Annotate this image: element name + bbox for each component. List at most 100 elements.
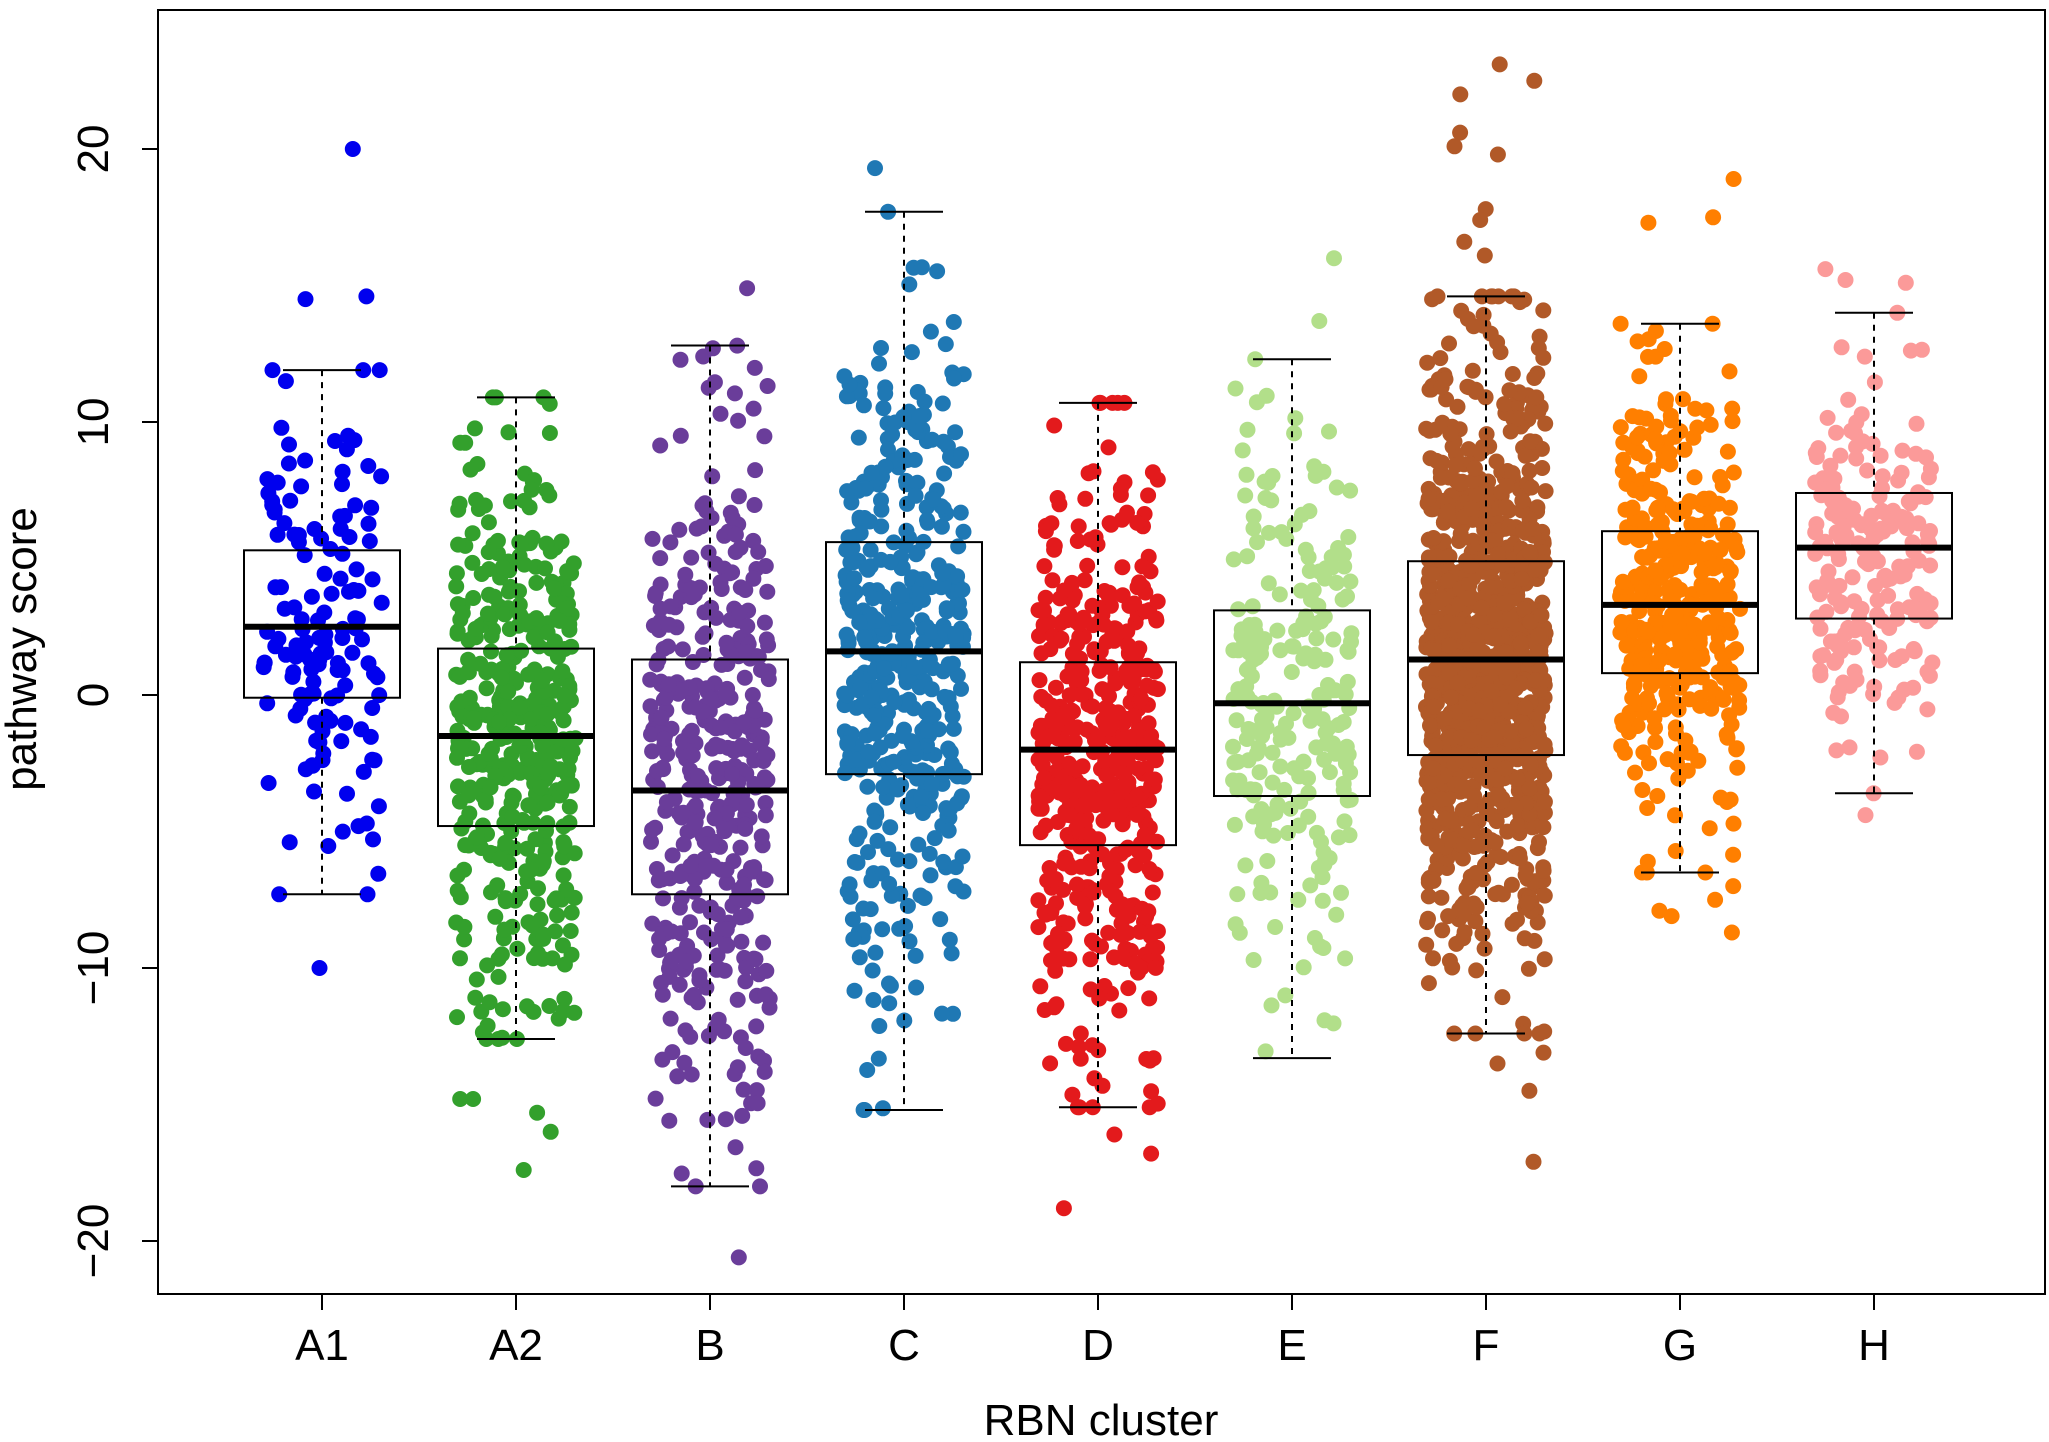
data-point bbox=[534, 737, 551, 754]
data-point bbox=[1240, 752, 1257, 769]
data-point bbox=[1131, 574, 1148, 591]
data-point bbox=[673, 1165, 690, 1182]
data-point bbox=[1724, 643, 1741, 660]
data-point bbox=[874, 1100, 891, 1117]
data-point bbox=[923, 775, 940, 792]
data-point bbox=[893, 587, 910, 604]
data-point bbox=[1290, 817, 1307, 834]
data-point bbox=[642, 698, 659, 715]
outlier-point bbox=[1837, 272, 1854, 288]
x-tick-label: A2 bbox=[489, 1321, 543, 1370]
data-point bbox=[1448, 935, 1465, 952]
outlier-point bbox=[1707, 891, 1724, 908]
data-point bbox=[1846, 593, 1863, 610]
series-B bbox=[642, 280, 778, 1266]
data-point bbox=[1833, 339, 1850, 356]
data-point bbox=[1501, 382, 1518, 399]
y-axis-label: pathway score bbox=[0, 507, 46, 791]
data-point bbox=[273, 579, 289, 596]
data-point bbox=[1120, 980, 1137, 997]
data-point bbox=[1260, 575, 1277, 592]
data-point bbox=[1624, 408, 1641, 425]
data-point bbox=[512, 535, 529, 552]
data-point bbox=[1647, 562, 1664, 579]
data-point bbox=[452, 434, 469, 451]
data-point bbox=[1420, 910, 1436, 927]
data-point bbox=[1048, 996, 1065, 1013]
data-point bbox=[1094, 846, 1111, 863]
data-point bbox=[1463, 500, 1480, 517]
data-point bbox=[371, 362, 388, 379]
data-point bbox=[1419, 354, 1436, 371]
data-point bbox=[1100, 589, 1117, 606]
data-point bbox=[945, 314, 962, 330]
data-point bbox=[1521, 780, 1538, 797]
data-point bbox=[1245, 952, 1262, 968]
data-point bbox=[513, 642, 530, 659]
data-point bbox=[1302, 877, 1319, 894]
outlier-point bbox=[465, 1091, 482, 1107]
data-point bbox=[1125, 708, 1142, 725]
data-point bbox=[1142, 928, 1159, 945]
data-point bbox=[732, 539, 749, 556]
data-point bbox=[1036, 770, 1052, 786]
data-point bbox=[1497, 760, 1514, 777]
data-point bbox=[858, 559, 875, 576]
data-point bbox=[1140, 487, 1157, 504]
data-point bbox=[472, 655, 489, 672]
data-point bbox=[1893, 508, 1910, 525]
data-point bbox=[901, 933, 918, 950]
data-point bbox=[288, 637, 305, 654]
data-point bbox=[731, 604, 748, 621]
data-point bbox=[1337, 950, 1354, 967]
data-point bbox=[836, 368, 853, 385]
data-point bbox=[293, 686, 310, 703]
data-point bbox=[1229, 886, 1246, 903]
data-point bbox=[1144, 884, 1161, 901]
data-point bbox=[530, 880, 546, 897]
data-point bbox=[1072, 838, 1089, 855]
outlier-point bbox=[1452, 86, 1469, 103]
data-point bbox=[1536, 951, 1553, 968]
data-point bbox=[881, 975, 897, 992]
data-point bbox=[1874, 468, 1891, 485]
data-point bbox=[535, 853, 552, 870]
data-point bbox=[364, 700, 381, 716]
data-point bbox=[546, 580, 562, 597]
data-point bbox=[1614, 573, 1631, 590]
data-point bbox=[886, 694, 903, 711]
data-point bbox=[919, 512, 935, 529]
data-point bbox=[551, 612, 568, 629]
data-point bbox=[1478, 554, 1495, 571]
data-point bbox=[523, 861, 539, 878]
data-point bbox=[651, 942, 668, 958]
data-point bbox=[1631, 368, 1648, 385]
data-point bbox=[491, 850, 508, 867]
data-point bbox=[1070, 1038, 1087, 1055]
data-point bbox=[1257, 490, 1274, 506]
data-point bbox=[704, 468, 721, 485]
data-point bbox=[1848, 450, 1865, 467]
data-point bbox=[1239, 548, 1256, 565]
outlier-point bbox=[1055, 1200, 1072, 1217]
data-point bbox=[361, 533, 378, 550]
data-point bbox=[1712, 469, 1729, 485]
data-point bbox=[926, 830, 943, 847]
data-point bbox=[529, 896, 546, 913]
data-point bbox=[1826, 500, 1843, 517]
outlier-point bbox=[529, 1104, 546, 1121]
outlier-point bbox=[1472, 212, 1489, 228]
x-axis-label: RBN cluster bbox=[984, 1396, 1219, 1442]
data-point bbox=[1910, 515, 1927, 532]
outlier-point bbox=[515, 1162, 532, 1178]
data-point bbox=[736, 669, 753, 686]
data-point bbox=[281, 834, 298, 851]
iqr-box bbox=[631, 658, 789, 896]
data-point bbox=[1435, 590, 1452, 607]
data-point bbox=[1306, 458, 1323, 475]
data-point bbox=[696, 924, 712, 941]
box-D bbox=[1019, 401, 1177, 1109]
data-point bbox=[852, 525, 869, 542]
data-point bbox=[730, 412, 747, 429]
data-point bbox=[468, 829, 485, 846]
